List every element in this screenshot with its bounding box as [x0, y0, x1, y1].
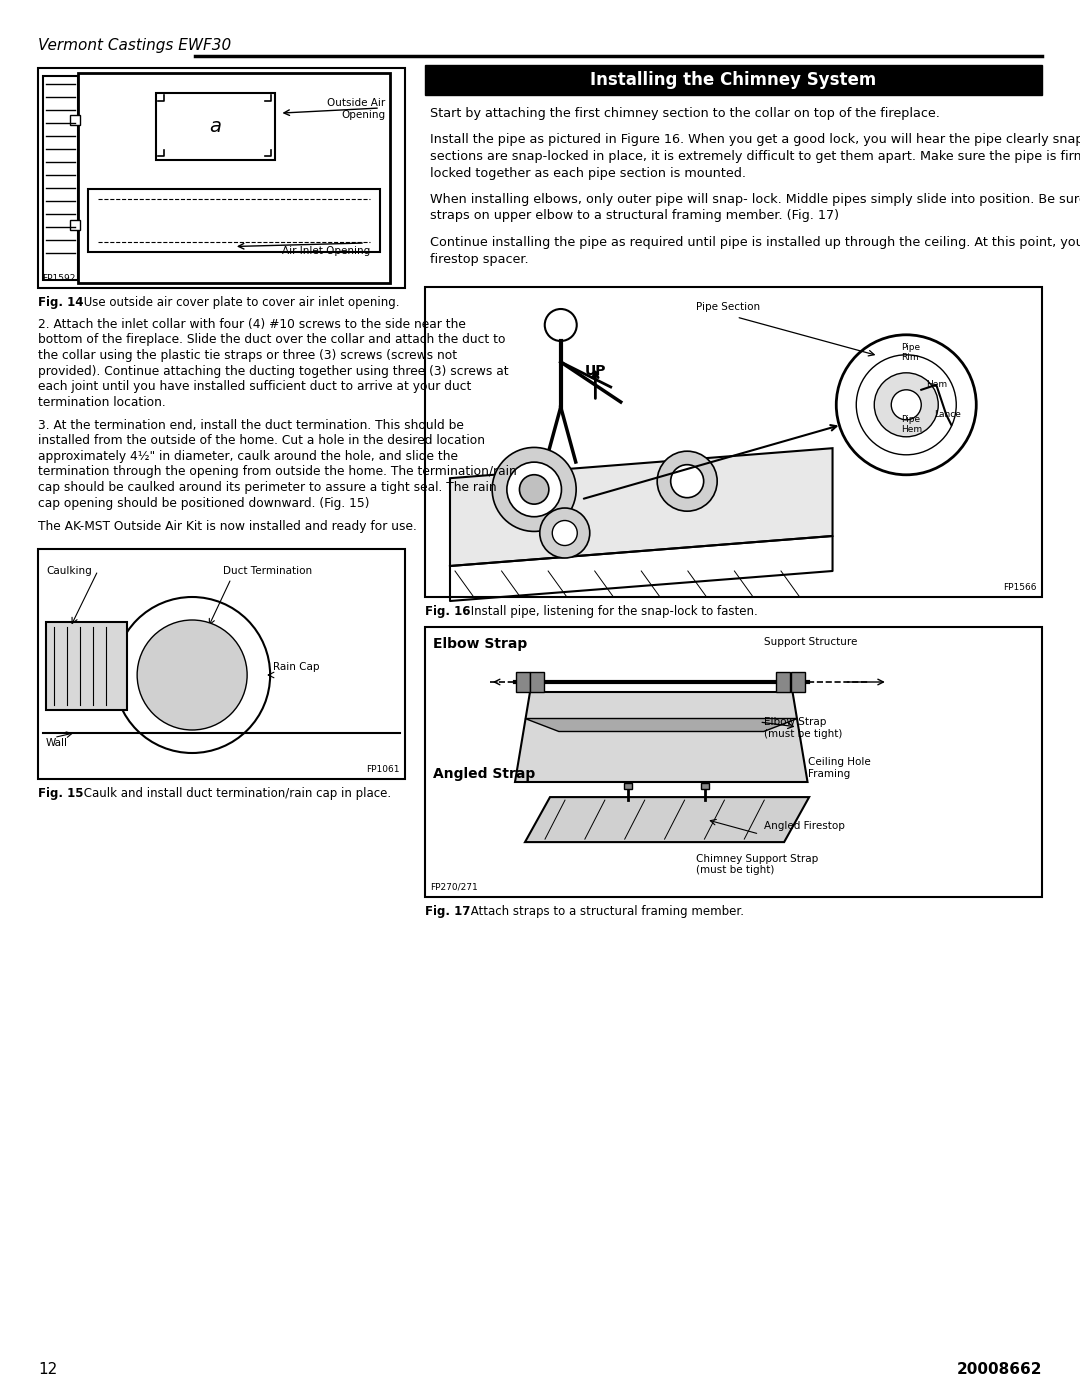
- Circle shape: [158, 640, 227, 710]
- Polygon shape: [515, 692, 808, 782]
- Circle shape: [891, 390, 921, 420]
- Text: Angled Firestop: Angled Firestop: [765, 821, 846, 831]
- Bar: [46, 622, 127, 710]
- Text: Angled Strap: Angled Strap: [433, 767, 536, 781]
- Bar: [38, 68, 405, 288]
- Text: Pipe
Rim: Pipe Rim: [901, 342, 920, 362]
- Text: FP1592: FP1592: [42, 274, 76, 284]
- Text: Fig. 14: Fig. 14: [38, 296, 83, 309]
- Text: provided). Continue attaching the ducting together using three (3) screws at: provided). Continue attaching the ductin…: [38, 365, 509, 377]
- Text: Ceiling Hole
Framing: Ceiling Hole Framing: [808, 757, 870, 778]
- Text: The AK-MST Outside Air Kit is now installed and ready for use.: The AK-MST Outside Air Kit is now instal…: [38, 520, 417, 534]
- Text: 2. Attach the inlet collar with four (4) #10 screws to the side near the: 2. Attach the inlet collar with four (4)…: [38, 319, 465, 331]
- Circle shape: [836, 335, 976, 475]
- Bar: [426, 66, 1042, 95]
- Text: Outside Air
Opening: Outside Air Opening: [327, 98, 384, 120]
- Circle shape: [507, 462, 562, 517]
- Circle shape: [856, 355, 956, 455]
- Bar: [791, 672, 805, 692]
- Text: Chimney Support Strap
(must be tight): Chimney Support Strap (must be tight): [697, 854, 819, 876]
- Text: Installing the Chimney System: Installing the Chimney System: [591, 71, 877, 89]
- Text: Vermont Castings EWF30: Vermont Castings EWF30: [38, 38, 231, 53]
- Text: Caulk and install duct termination/rain cap in place.: Caulk and install duct termination/rain …: [80, 787, 391, 799]
- Circle shape: [492, 447, 576, 531]
- Circle shape: [657, 451, 717, 511]
- Text: Wall: Wall: [46, 738, 68, 747]
- Text: Fig. 15: Fig. 15: [38, 787, 83, 799]
- Text: straps on upper elbow to a structural framing member. (Fig. 17): straps on upper elbow to a structural fr…: [430, 210, 839, 222]
- Bar: [701, 784, 710, 789]
- Text: Air Inlet Opening: Air Inlet Opening: [282, 246, 370, 256]
- Bar: [70, 115, 80, 124]
- Text: UP: UP: [584, 365, 606, 379]
- Circle shape: [875, 373, 939, 437]
- Text: Elbow Strap
(must be tight): Elbow Strap (must be tight): [765, 717, 842, 739]
- Circle shape: [519, 475, 549, 504]
- Text: FP1061: FP1061: [366, 764, 400, 774]
- Bar: [78, 73, 390, 284]
- Text: cap opening should be positioned downward. (Fig. 15): cap opening should be positioned downwar…: [38, 496, 369, 510]
- Text: Start by attaching the first chimney section to the collar on top of the firepla: Start by attaching the first chimney sec…: [430, 108, 940, 120]
- Text: sections are snap-locked in place, it is extremely difficult to get them apart. : sections are snap-locked in place, it is…: [430, 149, 1080, 163]
- Text: Lance: Lance: [934, 409, 961, 419]
- Text: the collar using the plastic tie straps or three (3) screws (screws not: the collar using the plastic tie straps …: [38, 349, 457, 362]
- Text: a: a: [210, 117, 221, 136]
- Text: FP270/271: FP270/271: [430, 883, 477, 893]
- Text: cap should be caulked around its perimeter to assure a tight seal. The rain: cap should be caulked around its perimet…: [38, 481, 497, 495]
- Text: termination through the opening from outside the home. The termination/rain: termination through the opening from out…: [38, 465, 516, 479]
- Polygon shape: [525, 798, 809, 842]
- Text: Elbow Strap: Elbow Strap: [433, 637, 527, 651]
- Text: Hem: Hem: [927, 380, 947, 388]
- Bar: [426, 286, 1042, 597]
- Circle shape: [174, 657, 211, 693]
- Text: bottom of the fireplace. Slide the duct over the collar and attach the duct to: bottom of the fireplace. Slide the duct …: [38, 334, 505, 346]
- Bar: [623, 784, 632, 789]
- Bar: [775, 672, 789, 692]
- Bar: [38, 549, 405, 778]
- Bar: [70, 219, 80, 231]
- Bar: [156, 94, 274, 161]
- Text: Attach straps to a structural framing member.: Attach straps to a structural framing me…: [467, 905, 744, 918]
- Text: When installing elbows, only outer pipe will snap- lock. Middle pipes simply sli: When installing elbows, only outer pipe …: [430, 193, 1080, 205]
- Text: Duct Termination: Duct Termination: [224, 567, 312, 577]
- Text: termination location.: termination location.: [38, 395, 165, 408]
- Polygon shape: [450, 448, 833, 566]
- Text: Pipe
Hem: Pipe Hem: [901, 415, 922, 434]
- Text: Install pipe, listening for the snap-lock to fasten.: Install pipe, listening for the snap-loc…: [467, 605, 758, 617]
- Bar: [516, 672, 530, 692]
- Text: Caulking: Caulking: [46, 567, 92, 577]
- Text: 12: 12: [38, 1362, 57, 1377]
- Text: Install the pipe as pictured in Figure 16. When you get a good lock, you will he: Install the pipe as pictured in Figure 1…: [430, 134, 1080, 147]
- Text: each joint until you have installed sufficient duct to arrive at your duct: each joint until you have installed suff…: [38, 380, 471, 393]
- Text: Support Structure: Support Structure: [765, 637, 858, 647]
- Text: locked together as each pipe section is mounted.: locked together as each pipe section is …: [430, 166, 746, 179]
- Text: installed from the outside of the home. Cut a hole in the desired location: installed from the outside of the home. …: [38, 434, 485, 447]
- Text: 20008662: 20008662: [957, 1362, 1042, 1377]
- Bar: [87, 189, 380, 251]
- Bar: [530, 672, 544, 692]
- Text: Fig. 16: Fig. 16: [426, 605, 471, 617]
- Text: Rain Cap: Rain Cap: [273, 662, 320, 672]
- Circle shape: [540, 509, 590, 557]
- Bar: [426, 627, 1042, 897]
- Text: approximately 4½" in diameter, caulk around the hole, and slide the: approximately 4½" in diameter, caulk aro…: [38, 450, 458, 462]
- Text: Continue installing the pipe as required until pipe is installed up through the : Continue installing the pipe as required…: [430, 236, 1080, 249]
- Circle shape: [671, 465, 704, 497]
- Circle shape: [544, 309, 577, 341]
- Circle shape: [114, 597, 270, 753]
- Text: firestop spacer.: firestop spacer.: [430, 253, 528, 265]
- Text: Use outside air cover plate to cover air inlet opening.: Use outside air cover plate to cover air…: [80, 296, 400, 309]
- Text: Fig. 17: Fig. 17: [426, 905, 471, 918]
- Text: FP1566: FP1566: [1003, 583, 1037, 592]
- Bar: [43, 75, 78, 279]
- Polygon shape: [525, 718, 797, 732]
- Text: 3. At the termination end, install the duct termination. This should be: 3. At the termination end, install the d…: [38, 419, 464, 432]
- Text: Pipe Section: Pipe Section: [697, 302, 760, 312]
- Circle shape: [552, 521, 578, 545]
- Circle shape: [137, 620, 247, 731]
